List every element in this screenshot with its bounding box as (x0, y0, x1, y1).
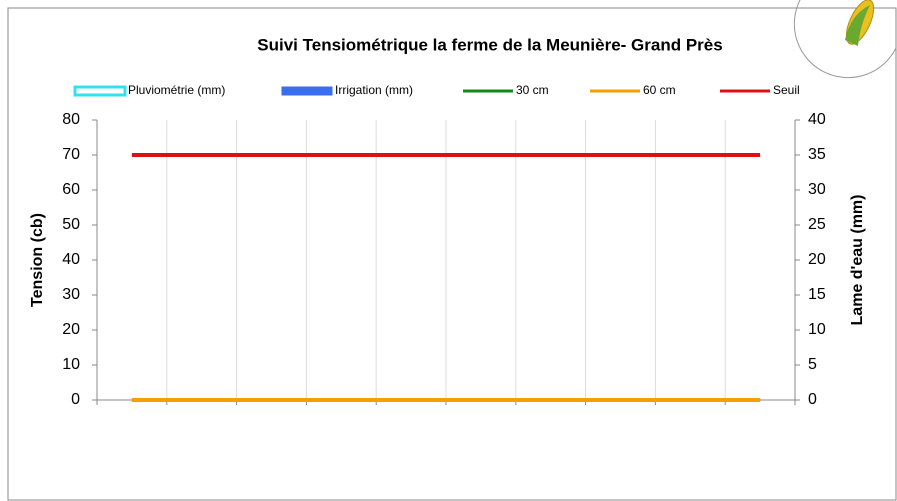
y2-axis-title: Lame d'eau (mm) (849, 195, 866, 326)
y2-tick-label: 0 (808, 391, 817, 408)
legend-label: Seuil (773, 83, 800, 97)
y2-tick-label: 30 (808, 181, 826, 198)
chart: Suivi Tensiométrique la ferme de la Meun… (0, 0, 897, 501)
y-tick-label: 70 (62, 146, 80, 163)
legend-swatch (282, 87, 332, 95)
legend-label: Pluviométrie (mm) (128, 83, 225, 97)
y-tick-label: 10 (62, 356, 80, 373)
y2-tick-label: 10 (808, 321, 826, 338)
chart-frame (8, 8, 896, 500)
y-tick-label: 0 (71, 391, 80, 408)
y-axis-title: Tension (cb) (29, 213, 46, 307)
y2-tick-label: 40 (808, 111, 826, 128)
y2-tick-label: 15 (808, 286, 826, 303)
y-tick-label: 60 (62, 181, 80, 198)
legend-label: 60 cm (643, 83, 676, 97)
legend-label: Irrigation (mm) (335, 83, 413, 97)
chart-title: Suivi Tensiométrique la ferme de la Meun… (257, 35, 722, 54)
y-tick-label: 40 (62, 251, 80, 268)
y-tick-label: 30 (62, 286, 80, 303)
legend-swatch (75, 87, 125, 95)
y2-tick-label: 20 (808, 251, 826, 268)
legend-label: 30 cm (516, 83, 549, 97)
y-tick-label: 50 (62, 216, 80, 233)
y-tick-label: 80 (62, 111, 80, 128)
y2-tick-label: 25 (808, 216, 826, 233)
y-tick-label: 20 (62, 321, 80, 338)
y2-tick-label: 5 (808, 356, 817, 373)
y2-tick-label: 35 (808, 146, 826, 163)
